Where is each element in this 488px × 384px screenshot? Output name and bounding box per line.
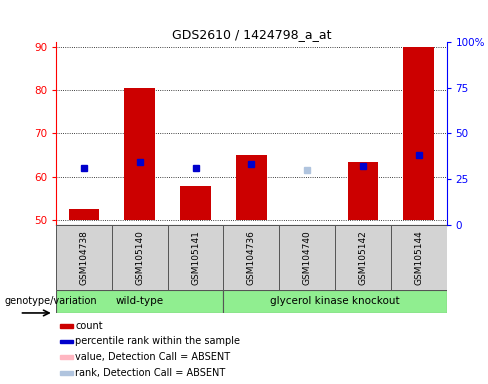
Text: value, Detection Call = ABSENT: value, Detection Call = ABSENT (75, 352, 230, 362)
Bar (61, 339, 73, 343)
Bar (168, 225, 224, 290)
Bar (61, 355, 73, 359)
Bar (61, 371, 73, 375)
Bar (279, 225, 335, 290)
Text: GSM104740: GSM104740 (303, 230, 312, 285)
Text: count: count (75, 321, 102, 331)
Bar (61, 324, 73, 328)
Bar (224, 290, 447, 313)
Bar (112, 225, 168, 290)
Text: GSM104736: GSM104736 (247, 230, 256, 285)
Bar (391, 225, 447, 290)
Text: wild-type: wild-type (116, 296, 164, 306)
Bar (335, 225, 391, 290)
Bar (180, 185, 211, 220)
Text: glycerol kinase knockout: glycerol kinase knockout (270, 296, 400, 306)
Text: percentile rank within the sample: percentile rank within the sample (75, 336, 240, 346)
Text: GSM105141: GSM105141 (191, 230, 200, 285)
Bar (56, 225, 112, 290)
Text: GSM105144: GSM105144 (414, 230, 423, 285)
Bar (236, 155, 266, 220)
Bar (56, 290, 224, 313)
Bar (69, 209, 100, 220)
Text: GSM104738: GSM104738 (80, 230, 88, 285)
Bar (347, 162, 378, 220)
Bar (224, 225, 279, 290)
Text: GSM105142: GSM105142 (358, 230, 367, 285)
Text: genotype/variation: genotype/variation (5, 296, 98, 306)
Bar (124, 88, 155, 220)
Bar (403, 46, 434, 220)
Title: GDS2610 / 1424798_a_at: GDS2610 / 1424798_a_at (172, 28, 331, 41)
Text: GSM105140: GSM105140 (135, 230, 144, 285)
Text: rank, Detection Call = ABSENT: rank, Detection Call = ABSENT (75, 368, 225, 378)
